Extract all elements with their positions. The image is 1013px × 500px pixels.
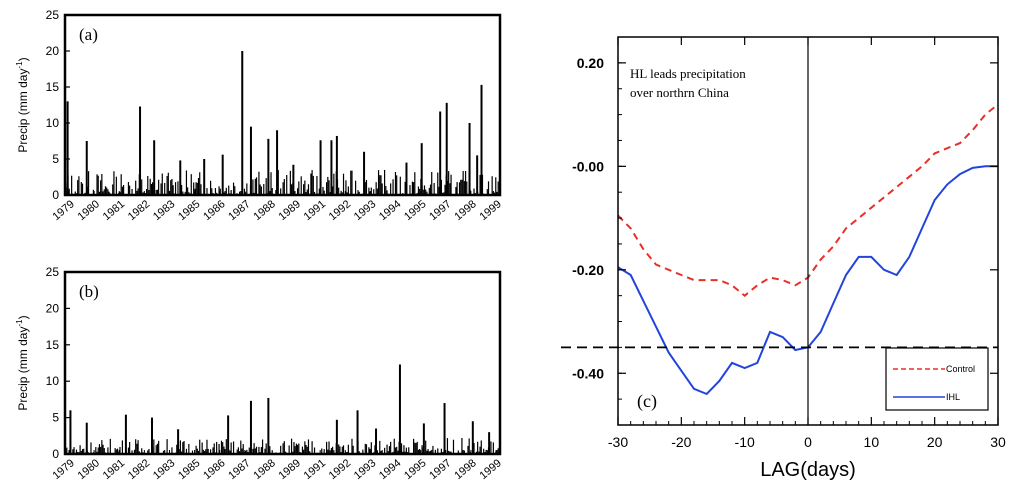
y-axis-label-main: Precip (mm day <box>16 69 30 153</box>
x-axis-label: LAG(days) <box>760 459 856 481</box>
x-tick-label: 1985 <box>176 457 202 482</box>
x-tick-label: 1994 <box>377 457 403 482</box>
x-tick-label: 1989 <box>277 198 303 223</box>
y-axis-label-sup: -1 <box>15 319 24 327</box>
x-tick-label: 1986 <box>201 457 227 482</box>
annotation-line-2: over northrn China <box>630 85 729 100</box>
y-tick-label: 0 <box>52 447 59 461</box>
y-tick-label: 5 <box>52 411 59 425</box>
y-tick-label: 25 <box>46 265 60 279</box>
panel-label: (a) <box>79 25 98 44</box>
x-tick-label: 20 <box>927 434 943 450</box>
x-tick-label: 1997 <box>427 457 453 482</box>
x-tick-label: 1988 <box>251 198 277 223</box>
y-tick-label: 5 <box>52 152 59 166</box>
x-tick-label: 1999 <box>477 457 503 482</box>
x-tick-label: 1994 <box>377 198 403 223</box>
panel-b: 0510152025197919801981198219831985198619… <box>15 265 504 482</box>
x-tick-label: 1989 <box>277 457 303 482</box>
panel-a: 0510152025197919801981198219831985198619… <box>15 8 504 223</box>
x-tick-label: 1987 <box>226 198 252 223</box>
y-tick-label: 0.20 <box>577 55 604 71</box>
x-tick-label: 1980 <box>76 457 102 482</box>
x-tick-label: 1983 <box>151 198 177 223</box>
x-tick-label: -10 <box>735 434 755 450</box>
x-tick-label: 1992 <box>327 198 353 223</box>
x-tick-label: 1987 <box>226 457 252 482</box>
x-tick-label: 1980 <box>76 198 102 223</box>
x-tick-label: 1998 <box>452 198 478 223</box>
x-tick-label: 1995 <box>402 457 428 482</box>
x-tick-label: 1998 <box>452 457 478 482</box>
x-tick-label: 1981 <box>101 457 127 482</box>
y-tick-label: -0.40 <box>572 365 604 381</box>
x-tick-label: 1986 <box>201 198 227 223</box>
x-tick-label: -20 <box>671 434 691 450</box>
x-tick-label: 1991 <box>302 198 328 223</box>
y-tick-label: 20 <box>46 44 60 58</box>
y-axis-label: Precip (mm day-1) <box>15 57 30 152</box>
y-tick-label: 15 <box>46 80 60 94</box>
x-tick-label: 0 <box>804 434 812 450</box>
x-tick-label: 1991 <box>302 457 328 482</box>
y-axis-label-main: Precip (mm day <box>16 327 30 411</box>
annotation-line-1: HL leads precipitation <box>630 66 746 81</box>
precip-background-bars <box>65 437 500 454</box>
x-tick-label: 1985 <box>176 198 202 223</box>
x-tick-label: 10 <box>864 434 880 450</box>
y-axis-label: Precip (mm day-1) <box>15 315 30 410</box>
legend-box <box>885 347 989 411</box>
y-tick-label: 20 <box>46 301 60 315</box>
x-tick-label: 1982 <box>126 457 152 482</box>
y-tick-label: 15 <box>46 338 60 352</box>
precip-background-bars <box>65 169 500 195</box>
y-axis-label-sup: -1 <box>15 61 24 69</box>
y-tick-label: -0.00 <box>572 158 604 174</box>
x-tick-label: 1988 <box>251 457 277 482</box>
x-tick-label: 1981 <box>101 198 127 223</box>
y-tick-label: 10 <box>46 116 60 130</box>
panel-label: (b) <box>79 282 99 301</box>
legend-label-ihl: IHL <box>946 392 960 402</box>
x-tick-label: 1997 <box>427 198 453 223</box>
y-tick-label: 10 <box>46 374 60 388</box>
panel-c: 0.20 -0.00 -0.20 -0.40 -30 -20 -10 0 10 20 30 LAG(d… <box>561 36 1006 481</box>
y-axis-label-close: ) <box>16 315 30 319</box>
x-tick-label: 1995 <box>402 198 428 223</box>
plot-frame <box>63 13 502 197</box>
y-tick-label: -0.20 <box>572 262 604 278</box>
x-tick-label: 1999 <box>477 198 503 223</box>
legend-label-control: Control <box>946 364 975 374</box>
x-tick-label: 1993 <box>352 198 378 223</box>
y-tick-label: 25 <box>46 8 60 22</box>
y-tick-label: 0 <box>52 188 59 202</box>
y-axis-label-close: ) <box>16 57 30 61</box>
x-tick-label: 1992 <box>327 457 353 482</box>
legend: Control IHL <box>885 347 989 411</box>
x-tick-label: 1983 <box>151 457 177 482</box>
x-tick-label: 1982 <box>126 198 152 223</box>
plot-frame <box>63 270 502 456</box>
x-tick-label: 30 <box>990 434 1006 450</box>
panel-label: (c) <box>637 391 657 412</box>
x-tick-label: 1993 <box>352 457 378 482</box>
x-tick-label: -30 <box>608 434 628 450</box>
